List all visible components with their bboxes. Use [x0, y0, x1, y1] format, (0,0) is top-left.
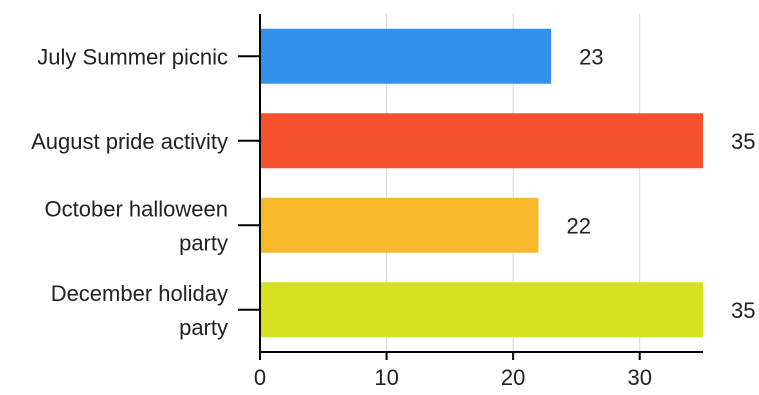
- category-label-line: party: [179, 315, 228, 340]
- category-label-1: August pride activity: [31, 129, 228, 154]
- x-tick-label-30: 30: [627, 365, 651, 390]
- category-label-0: July Summer picnic: [37, 44, 228, 69]
- bar-1: [260, 113, 703, 169]
- bar-2: [260, 197, 539, 253]
- bar-0: [260, 28, 552, 84]
- category-label-line: October halloween: [45, 196, 228, 221]
- category-label-2: October halloween party: [45, 196, 228, 255]
- data-label-1: 35: [731, 129, 755, 154]
- category-label-line: December holiday: [51, 281, 228, 306]
- category-label-line: party: [179, 230, 228, 255]
- bars: [260, 28, 703, 338]
- category-label-line: August pride activity: [31, 129, 228, 154]
- data-label-3: 35: [731, 298, 755, 323]
- category-label-line: July Summer picnic: [37, 44, 228, 69]
- x-tick-label-10: 10: [374, 365, 398, 390]
- x-tick-label-20: 20: [501, 365, 525, 390]
- data-label-2: 22: [566, 213, 590, 238]
- x-tick-label-0: 0: [254, 365, 266, 390]
- data-label-0: 23: [579, 44, 603, 69]
- labels: 0 10 20 30 July Summer picnic 23 August pride …: [31, 44, 755, 390]
- axes: [259, 14, 703, 358]
- bar-3: [260, 282, 703, 338]
- category-label-3: December holiday party: [51, 281, 228, 340]
